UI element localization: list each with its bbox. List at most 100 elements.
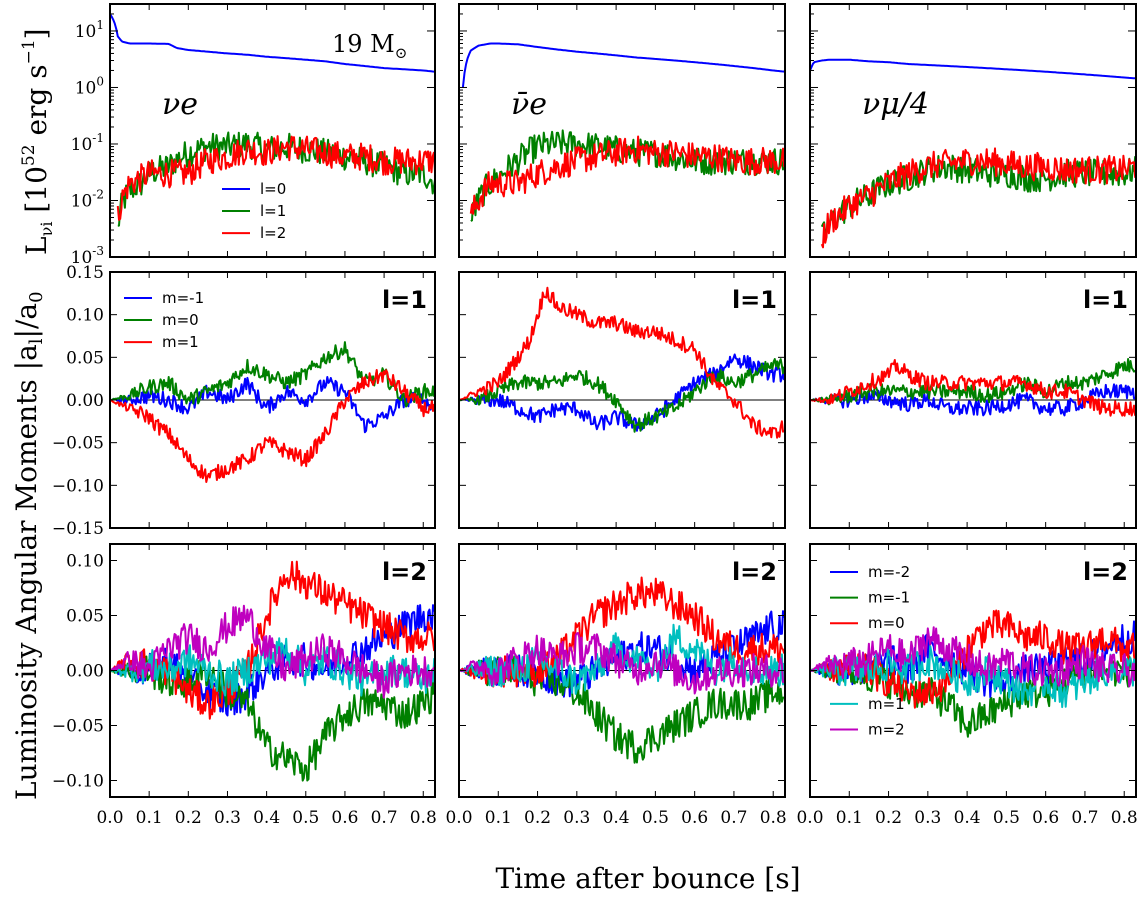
x-tick-label: 0.8	[1111, 808, 1138, 828]
legend-label: m=-1	[162, 289, 204, 307]
series-line-m=0	[810, 358, 1136, 406]
y-tick-label: −0.05	[52, 717, 104, 737]
panel-luminosity-3: νμ/4	[809, 3, 1137, 258]
legend-label: m=-2	[868, 563, 910, 581]
panel-label: l=1	[382, 286, 427, 314]
x-tick-label: 0.3	[914, 808, 941, 828]
x-tick-label: 0.1	[485, 808, 512, 828]
svg-text:Lνi [1052 erg s−1]: Lνi [1052 erg s−1]	[19, 28, 56, 255]
series-group	[810, 358, 1136, 417]
x-tick-label: 0.5	[993, 808, 1020, 828]
y-tick-label: 0.15	[66, 263, 104, 283]
series-group	[810, 58, 1136, 249]
plot-frame	[458, 3, 786, 258]
legend: m=-2 m=-1 m=0 m=1 m=2	[830, 563, 910, 738]
x-tick-label: 0.3	[563, 808, 590, 828]
series-line-l=0	[110, 13, 435, 73]
panel-label: l=1	[732, 286, 777, 314]
y-tick-label: 100	[75, 74, 104, 98]
x-tick-label: 0.7	[371, 808, 398, 828]
ylabel-top-exp: 52	[19, 144, 39, 166]
ylabel-main-end: |/a	[10, 303, 43, 339]
series-line-m=1	[810, 359, 1136, 417]
series-line-m=-1	[810, 383, 1136, 417]
x-tick-label: 0.5	[292, 808, 319, 828]
y-tick-label: 101	[75, 18, 104, 42]
ylabel-main-sub: l	[26, 338, 47, 344]
flavor-label: ν̄e	[511, 87, 547, 122]
panel-label: l=2	[1083, 558, 1128, 586]
legend: l=0 l=1 l=2	[222, 180, 286, 242]
series-line-m=2	[459, 632, 785, 695]
ylabel-main-text: Luminosity Angular Moments |a	[10, 344, 43, 800]
panel-l2-1: 0.0 0.1 0.2 0.3 0.4 0.5 0.6 0.7 0.8 −0.10 −0.05 0.0…	[52, 543, 437, 828]
plot-frame	[109, 3, 436, 258]
x-tick-label: 0.6	[331, 808, 358, 828]
series-line-m=1	[459, 286, 785, 439]
panel-luminosity-2: ν̄e	[458, 3, 786, 258]
y-tick-label: −0.05	[52, 434, 104, 454]
legend-label: m=0	[162, 311, 199, 329]
ylabel-top-exp2: −1	[19, 39, 39, 64]
series-line-m=-1	[110, 376, 435, 434]
x-tick-label: 0.6	[1032, 808, 1059, 828]
top-ylabel: Lνi [1052 erg s−1]	[19, 28, 56, 255]
x-axis-label: Time after bounce [s]	[495, 862, 800, 895]
panel-l2-2: 0.0 0.1 0.2 0.3 0.4 0.5 0.6 0.7 0.8 l=2	[445, 543, 787, 828]
series-line-l=2	[469, 135, 785, 215]
x-tick-label: 0.4	[603, 808, 630, 828]
x-tick-label: 0.0	[796, 808, 823, 828]
mass-label: 19 M⊙	[332, 30, 407, 62]
series-group	[461, 42, 785, 222]
y-tick-label: 0.10	[66, 552, 104, 572]
panel-l1-3: l=1	[809, 271, 1137, 529]
svg-text:Luminosity Angular Moments |al: Luminosity Angular Moments |al|/a0	[10, 291, 47, 800]
flavor-label: νμ/4	[862, 87, 929, 122]
ylabel-top-units2: erg s	[20, 64, 53, 144]
y-tick-label: −0.10	[52, 772, 104, 792]
x-tick-label: 0.3	[214, 808, 241, 828]
series-line-l=0	[461, 42, 785, 88]
series-line-m=0	[459, 358, 785, 433]
legend-label: m=1	[868, 695, 905, 713]
series-line-m=2	[110, 604, 435, 699]
ylabel-top-L: L	[20, 236, 53, 255]
x-tick-label: 0.2	[875, 808, 902, 828]
ylabel-main-sub2: 0	[26, 291, 47, 302]
x-tick-label: 0.2	[524, 808, 551, 828]
x-tick-label: 0.2	[175, 808, 202, 828]
series-group	[110, 13, 435, 227]
y-tick-label: −0.10	[52, 476, 104, 496]
series-line-l=0	[810, 58, 1136, 80]
y-tick-label: 0.10	[66, 306, 104, 326]
x-tick-label: 0.8	[760, 808, 787, 828]
series-line-l=2	[116, 135, 435, 221]
legend: m=-1 m=0 m=1	[124, 289, 204, 351]
series-group	[459, 576, 785, 764]
series-group	[459, 286, 785, 439]
x-tick-label: 0.4	[954, 808, 981, 828]
y-tick-label: 0.00	[66, 391, 104, 411]
plot-frame	[809, 3, 1137, 258]
legend-label: m=1	[162, 333, 199, 351]
x-tick-label: 0.8	[410, 808, 437, 828]
legend-label: m=2	[868, 720, 905, 738]
x-tick-label: 0.0	[96, 808, 123, 828]
series-line-m=0	[459, 576, 785, 688]
series-line-m=0	[110, 560, 435, 720]
ylabel-top-sub: νi	[37, 222, 56, 237]
panel-label: l=1	[1083, 286, 1128, 314]
series-line-l=1	[820, 154, 1136, 236]
y-tick-label: 0.05	[66, 607, 104, 627]
x-tick-label: 0.7	[720, 808, 747, 828]
panel-l2-3: 0.0 0.1 0.2 0.3 0.4 0.5 0.6 0.7 0.8l=2m=-2m=-1m=…	[796, 543, 1138, 828]
legend-label: m=-1	[868, 589, 910, 607]
legend-label: l=2	[260, 224, 286, 242]
x-tick-label: 0.1	[836, 808, 863, 828]
x-tick-label: 0.1	[136, 808, 163, 828]
legend-label: m=0	[868, 614, 905, 632]
series-line-m=2	[810, 626, 1136, 688]
